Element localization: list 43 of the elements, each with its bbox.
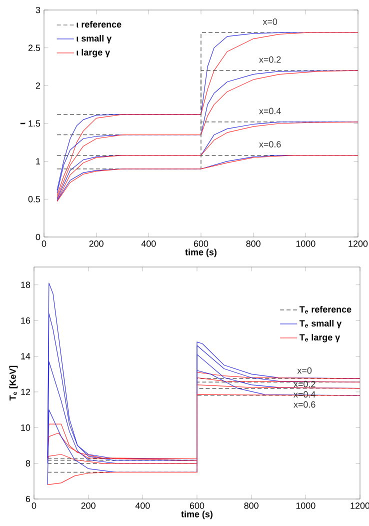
y-tick-label: 14 [21,353,30,360]
y-tick-label: 10 [21,424,30,431]
x-tick-label: 200 [81,502,96,509]
x-tick-label: 0 [42,240,46,247]
annotation: x=0.2 [259,56,281,63]
y-tick-label: 16 [21,317,30,324]
x-tick-label: 1200 [348,240,368,247]
annotation: x=0.6 [259,141,281,148]
legend-label: T$_{e}$ reference [299,306,352,314]
annotation: x=0.2 [294,380,316,388]
annotation: x=0.4 [259,108,281,114]
y-tick-label: 2 [36,82,40,89]
y-axis-title: ι [20,122,26,124]
annotation: x=0 [262,18,278,25]
y-tick-label: 0.5 [28,196,40,202]
legend-label: T$_{e}$ large γ [299,334,340,342]
legend-label: ι large γ [76,48,110,58]
x-tick-label: 1000 [296,240,316,247]
y-tick-label: 3 [36,6,40,14]
y-tick-label: 8 [26,460,30,466]
y-tick-label: 6 [26,496,30,502]
y-tick-label: 1 [36,158,40,164]
x-axis-title: time (s) [181,510,212,520]
x-tick-label: 400 [135,502,150,509]
annotation: x=0.6 [294,401,316,408]
y-tick-label: 1.5 [28,120,40,127]
x-tick-label: 600 [190,502,204,509]
x-axis-title: time (s) [185,248,216,258]
legend-label: ι small γ [76,34,112,44]
x-tick-label: 200 [89,240,104,247]
y-tick-label: 0 [36,234,40,240]
y-tick-label: 12 [21,388,30,396]
y-axis-title: T$_{e}$ [KeV] [9,366,18,401]
x-tick-label: 800 [244,502,258,509]
y-tick-label: 2.5 [28,44,40,52]
legend-label: ι reference [76,20,122,28]
y-tick-label: 18 [21,282,30,288]
x-tick-label: 800 [246,240,260,247]
annotation: x=0 [297,367,312,374]
x-tick-label: 600 [194,240,208,247]
x-tick-label: 1000 [296,502,316,509]
x-tick-label: 400 [141,240,156,247]
legend-label: T$_{e}$ small γ [299,320,342,328]
